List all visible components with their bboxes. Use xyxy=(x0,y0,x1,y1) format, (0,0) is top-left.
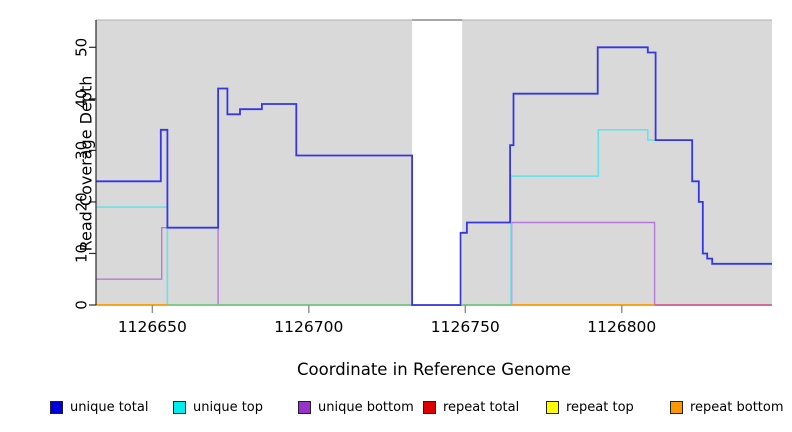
legend-label: repeat total xyxy=(443,399,520,415)
y-tick-label: 0 xyxy=(73,300,91,310)
y-tick-label: 30 xyxy=(73,141,91,160)
y-tick-label: 10 xyxy=(73,244,91,263)
legend-item-repeat-bottom: repeat bottom xyxy=(670,398,784,416)
y-tick-label: 20 xyxy=(73,192,91,211)
legend-swatch-repeat-bottom xyxy=(670,400,683,414)
mask-region xyxy=(412,20,463,305)
legend-item-unique-top: unique top xyxy=(173,398,263,416)
x-tick-label: 1126800 xyxy=(587,318,656,336)
legend-item-repeat-total: repeat total xyxy=(423,398,519,416)
legend-swatch-repeat-top xyxy=(546,400,559,414)
legend-label: unique top xyxy=(193,399,264,415)
legend-swatch-unique-top xyxy=(173,400,186,414)
x-tick-label: 1126700 xyxy=(274,318,343,336)
legend-label: unique bottom xyxy=(318,399,414,415)
legend-swatch-unique-bottom xyxy=(298,400,311,414)
y-tick-label: 40 xyxy=(73,89,91,108)
chart-legend: unique total unique top unique bottom repea… xyxy=(0,398,792,422)
legend-swatch-repeat-total xyxy=(423,400,436,414)
legend-label: repeat top xyxy=(566,399,634,415)
legend-label: repeat bottom xyxy=(690,399,784,415)
x-tick-label: 1126650 xyxy=(118,318,187,336)
y-tick-label: 50 xyxy=(73,38,91,57)
legend-swatch-unique-total xyxy=(50,400,63,414)
x-axis-title: Coordinate in Reference Genome xyxy=(296,360,572,379)
legend-item-unique-total: unique total xyxy=(50,398,148,416)
legend-label: unique total xyxy=(70,399,149,415)
legend-item-repeat-top: repeat top xyxy=(546,398,634,416)
y-axis-title: Read Coverage Depth xyxy=(76,75,96,252)
x-tick-label: 1126750 xyxy=(431,318,500,336)
coverage-chart: 0 10 20 30 40 50 1126650 1126700 1126750 1126800 xyxy=(73,19,772,336)
chart-line-unique-total xyxy=(96,46,772,306)
legend-item-unique-bottom: unique bottom xyxy=(298,398,414,416)
